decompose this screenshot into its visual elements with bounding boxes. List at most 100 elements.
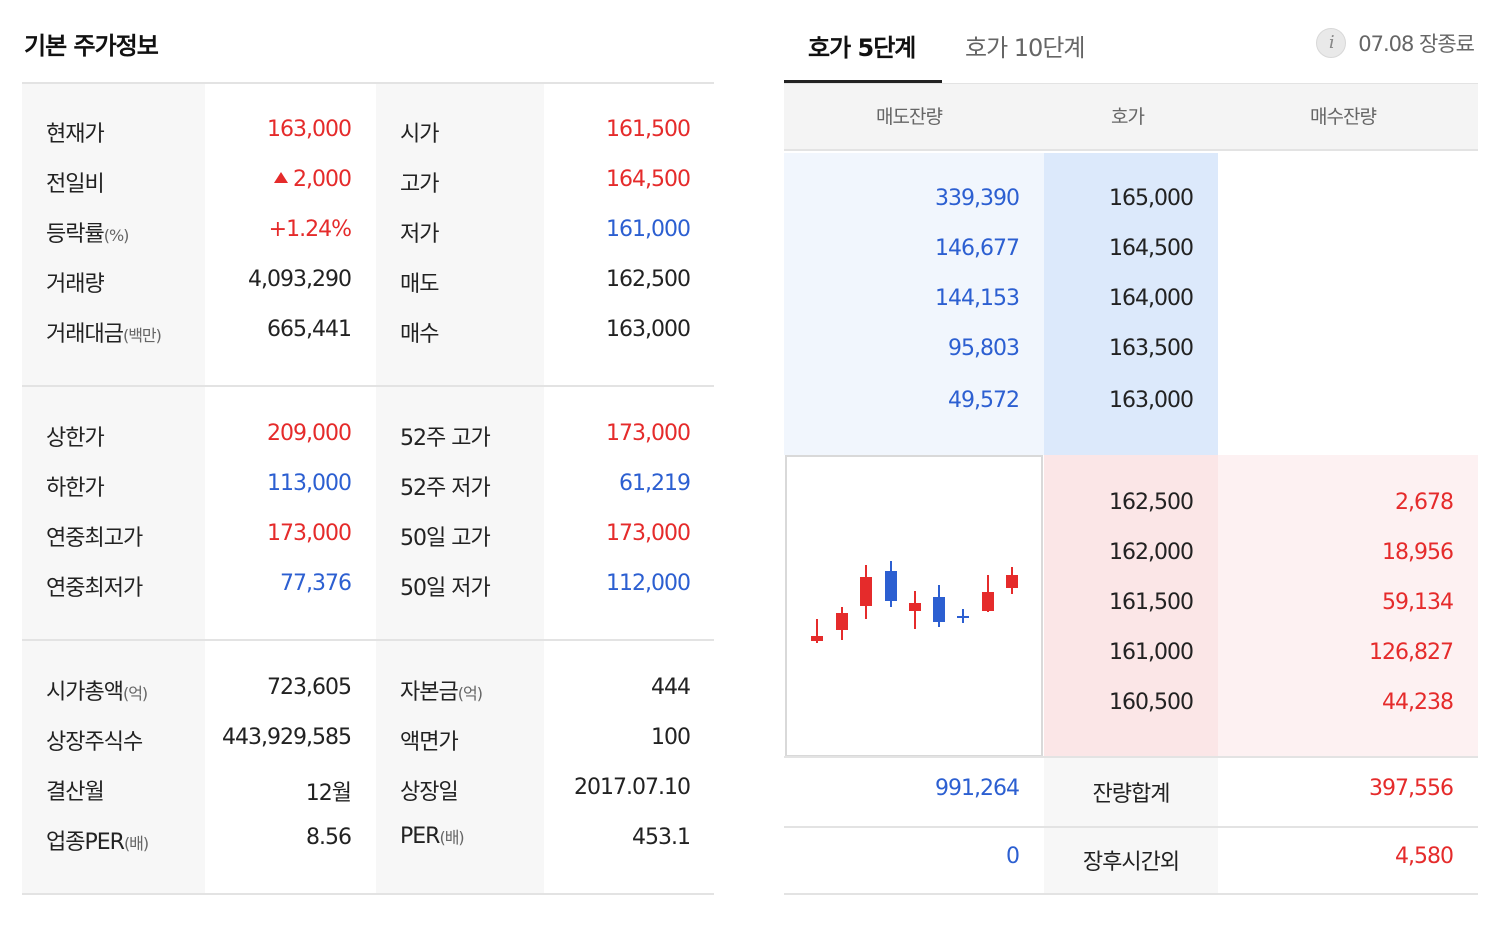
market-status-text: 07.08 장종료 xyxy=(1358,32,1475,56)
info-value: 100 xyxy=(651,725,691,750)
bid-row[interactable]: 161,000 126,827 xyxy=(784,640,1478,690)
ask-qty: 146,677 xyxy=(935,236,1020,261)
info-row: 연중최고가 173,000 50일 고가 173,000 xyxy=(22,512,714,562)
mini-chart-svg xyxy=(811,561,1018,643)
order-book-header: 매도잔량 호가 매수잔량 xyxy=(784,83,1478,151)
info-label: 등락률(%) xyxy=(46,222,129,247)
ask-qty-zone xyxy=(784,153,1044,455)
totals-label-bg xyxy=(1044,758,1218,826)
label-column-bg xyxy=(376,387,544,641)
info-label: 저가 xyxy=(400,222,439,247)
active-tab-indicator xyxy=(784,80,942,83)
info-value: 665,441 xyxy=(267,317,352,342)
label-column-bg xyxy=(22,387,205,641)
order-book-panel: 호가 5단계 호가 10단계 i 07.08 장종료 매도잔량 호가 매수잔량 … xyxy=(784,0,1478,930)
divider xyxy=(784,756,1478,758)
info-value: 173,000 xyxy=(606,521,691,546)
info-value: 173,000 xyxy=(606,421,691,446)
divider xyxy=(22,82,714,84)
bid-row[interactable]: 162,500 2,678 xyxy=(784,490,1478,540)
info-row: 시가총액(억) 723,605 자본금(억) 444 xyxy=(22,666,714,716)
price-info-block-1: 현재가 163,000 시가 161,500 전일비 2,000 고가 164,500 등락률(… xyxy=(22,84,714,387)
info-label: 50일 저가 xyxy=(400,576,491,601)
info-value: 61,219 xyxy=(619,471,691,496)
info-value: 161,000 xyxy=(606,217,691,242)
candle-body xyxy=(909,603,921,611)
info-label: 상장주식수 xyxy=(46,730,143,755)
totals-label: 잔량합계 xyxy=(1092,782,1171,807)
up-arrow-icon xyxy=(274,172,289,183)
info-row: 업종PER(배) 8.56 PER(배) 453.1 xyxy=(22,816,714,866)
candle-body xyxy=(811,636,823,641)
total-bid-qty: 397,556 xyxy=(1369,776,1454,801)
after-hours-label: 장후시간외 xyxy=(1082,850,1180,875)
price-info-block-3: 시가총액(억) 723,605 자본금(억) 444 상장주식수 443,929,585 액… xyxy=(22,641,714,895)
ask-row[interactable]: 95,803 163,500 xyxy=(784,336,1478,386)
bid-row[interactable]: 161,500 59,134 xyxy=(784,590,1478,640)
tab-order-book-5[interactable]: 호가 5단계 xyxy=(808,34,916,62)
candle-body xyxy=(1006,575,1018,588)
divider xyxy=(784,893,1478,895)
bid-row[interactable]: 162,000 18,956 xyxy=(784,540,1478,590)
after-hours-ask-qty: 0 xyxy=(1006,844,1020,869)
divider xyxy=(22,385,714,387)
info-label: 액면가 xyxy=(400,730,459,755)
header-ask-qty: 매도잔량 xyxy=(876,106,943,128)
info-row: 결산월 12월 상장일 2017.07.10 xyxy=(22,766,714,816)
ask-row[interactable]: 49,572 163,000 xyxy=(784,388,1478,438)
ask-row[interactable]: 144,153 164,000 xyxy=(784,286,1478,336)
info-value: 8.56 xyxy=(306,825,352,850)
info-label: 상한가 xyxy=(46,426,105,451)
ask-price: 163,500 xyxy=(1109,336,1194,361)
info-value: 163,000 xyxy=(267,117,352,142)
bid-row[interactable]: 160,500 44,238 xyxy=(784,690,1478,740)
info-label: 거래량 xyxy=(46,272,105,297)
bid-price-zone xyxy=(1044,455,1218,757)
info-row: 전일비 2,000 고가 164,500 xyxy=(22,158,714,208)
divider xyxy=(22,893,714,895)
ask-price-zone xyxy=(1044,153,1218,455)
bid-qty: 59,134 xyxy=(1382,590,1454,615)
info-value: 723,605 xyxy=(267,675,352,700)
info-row: 하한가 113,000 52주 저가 61,219 xyxy=(22,462,714,512)
info-value: 209,000 xyxy=(267,421,352,446)
info-row: 상장주식수 443,929,585 액면가 100 xyxy=(22,716,714,766)
ask-qty: 144,153 xyxy=(935,286,1020,311)
info-icon[interactable]: i xyxy=(1316,28,1347,58)
bid-price: 162,500 xyxy=(1109,490,1194,515)
price-info-block-2: 상한가 209,000 52주 고가 173,000 하한가 113,000 52주 저가 6… xyxy=(22,387,714,641)
candle-body xyxy=(885,571,897,601)
bid-price: 161,000 xyxy=(1109,640,1194,665)
info-row: 연중최저가 77,376 50일 저가 112,000 xyxy=(22,562,714,612)
info-row: 상한가 209,000 52주 고가 173,000 xyxy=(22,412,714,462)
info-value: 173,000 xyxy=(267,521,352,546)
bid-price: 160,500 xyxy=(1109,690,1194,715)
info-value: 161,500 xyxy=(606,117,691,142)
info-label: PER(배) xyxy=(400,824,465,849)
info-value: +1.24% xyxy=(268,217,352,242)
ask-price: 164,000 xyxy=(1109,286,1194,311)
market-status: i 07.08 장종료 xyxy=(1316,28,1475,58)
ask-row[interactable]: 146,677 164,500 xyxy=(784,236,1478,286)
info-value: 2,000 xyxy=(274,167,352,192)
info-row: 현재가 163,000 시가 161,500 xyxy=(22,108,714,158)
info-value: 12월 xyxy=(305,781,352,806)
ask-row[interactable]: 339,390 165,000 xyxy=(784,186,1478,236)
info-value: 453.1 xyxy=(632,825,691,850)
info-label: 연중최저가 xyxy=(46,576,143,601)
after-hours-label-bg xyxy=(1044,828,1218,893)
info-value: 444 xyxy=(651,675,691,700)
info-label: 상장일 xyxy=(400,780,459,805)
bid-price: 161,500 xyxy=(1109,590,1194,615)
bid-qty: 2,678 xyxy=(1395,490,1454,515)
label-column-bg xyxy=(376,641,544,895)
info-value: 162,500 xyxy=(606,267,691,292)
bid-price: 162,000 xyxy=(1109,540,1194,565)
divider xyxy=(22,639,714,641)
candle-body xyxy=(957,616,969,618)
info-label: 50일 고가 xyxy=(400,526,491,551)
tab-order-book-10[interactable]: 호가 10단계 xyxy=(965,34,1085,62)
label-column-bg xyxy=(376,84,544,387)
info-label: 자본금(억) xyxy=(400,680,483,705)
header-bid-qty: 매수잔량 xyxy=(1310,106,1377,128)
